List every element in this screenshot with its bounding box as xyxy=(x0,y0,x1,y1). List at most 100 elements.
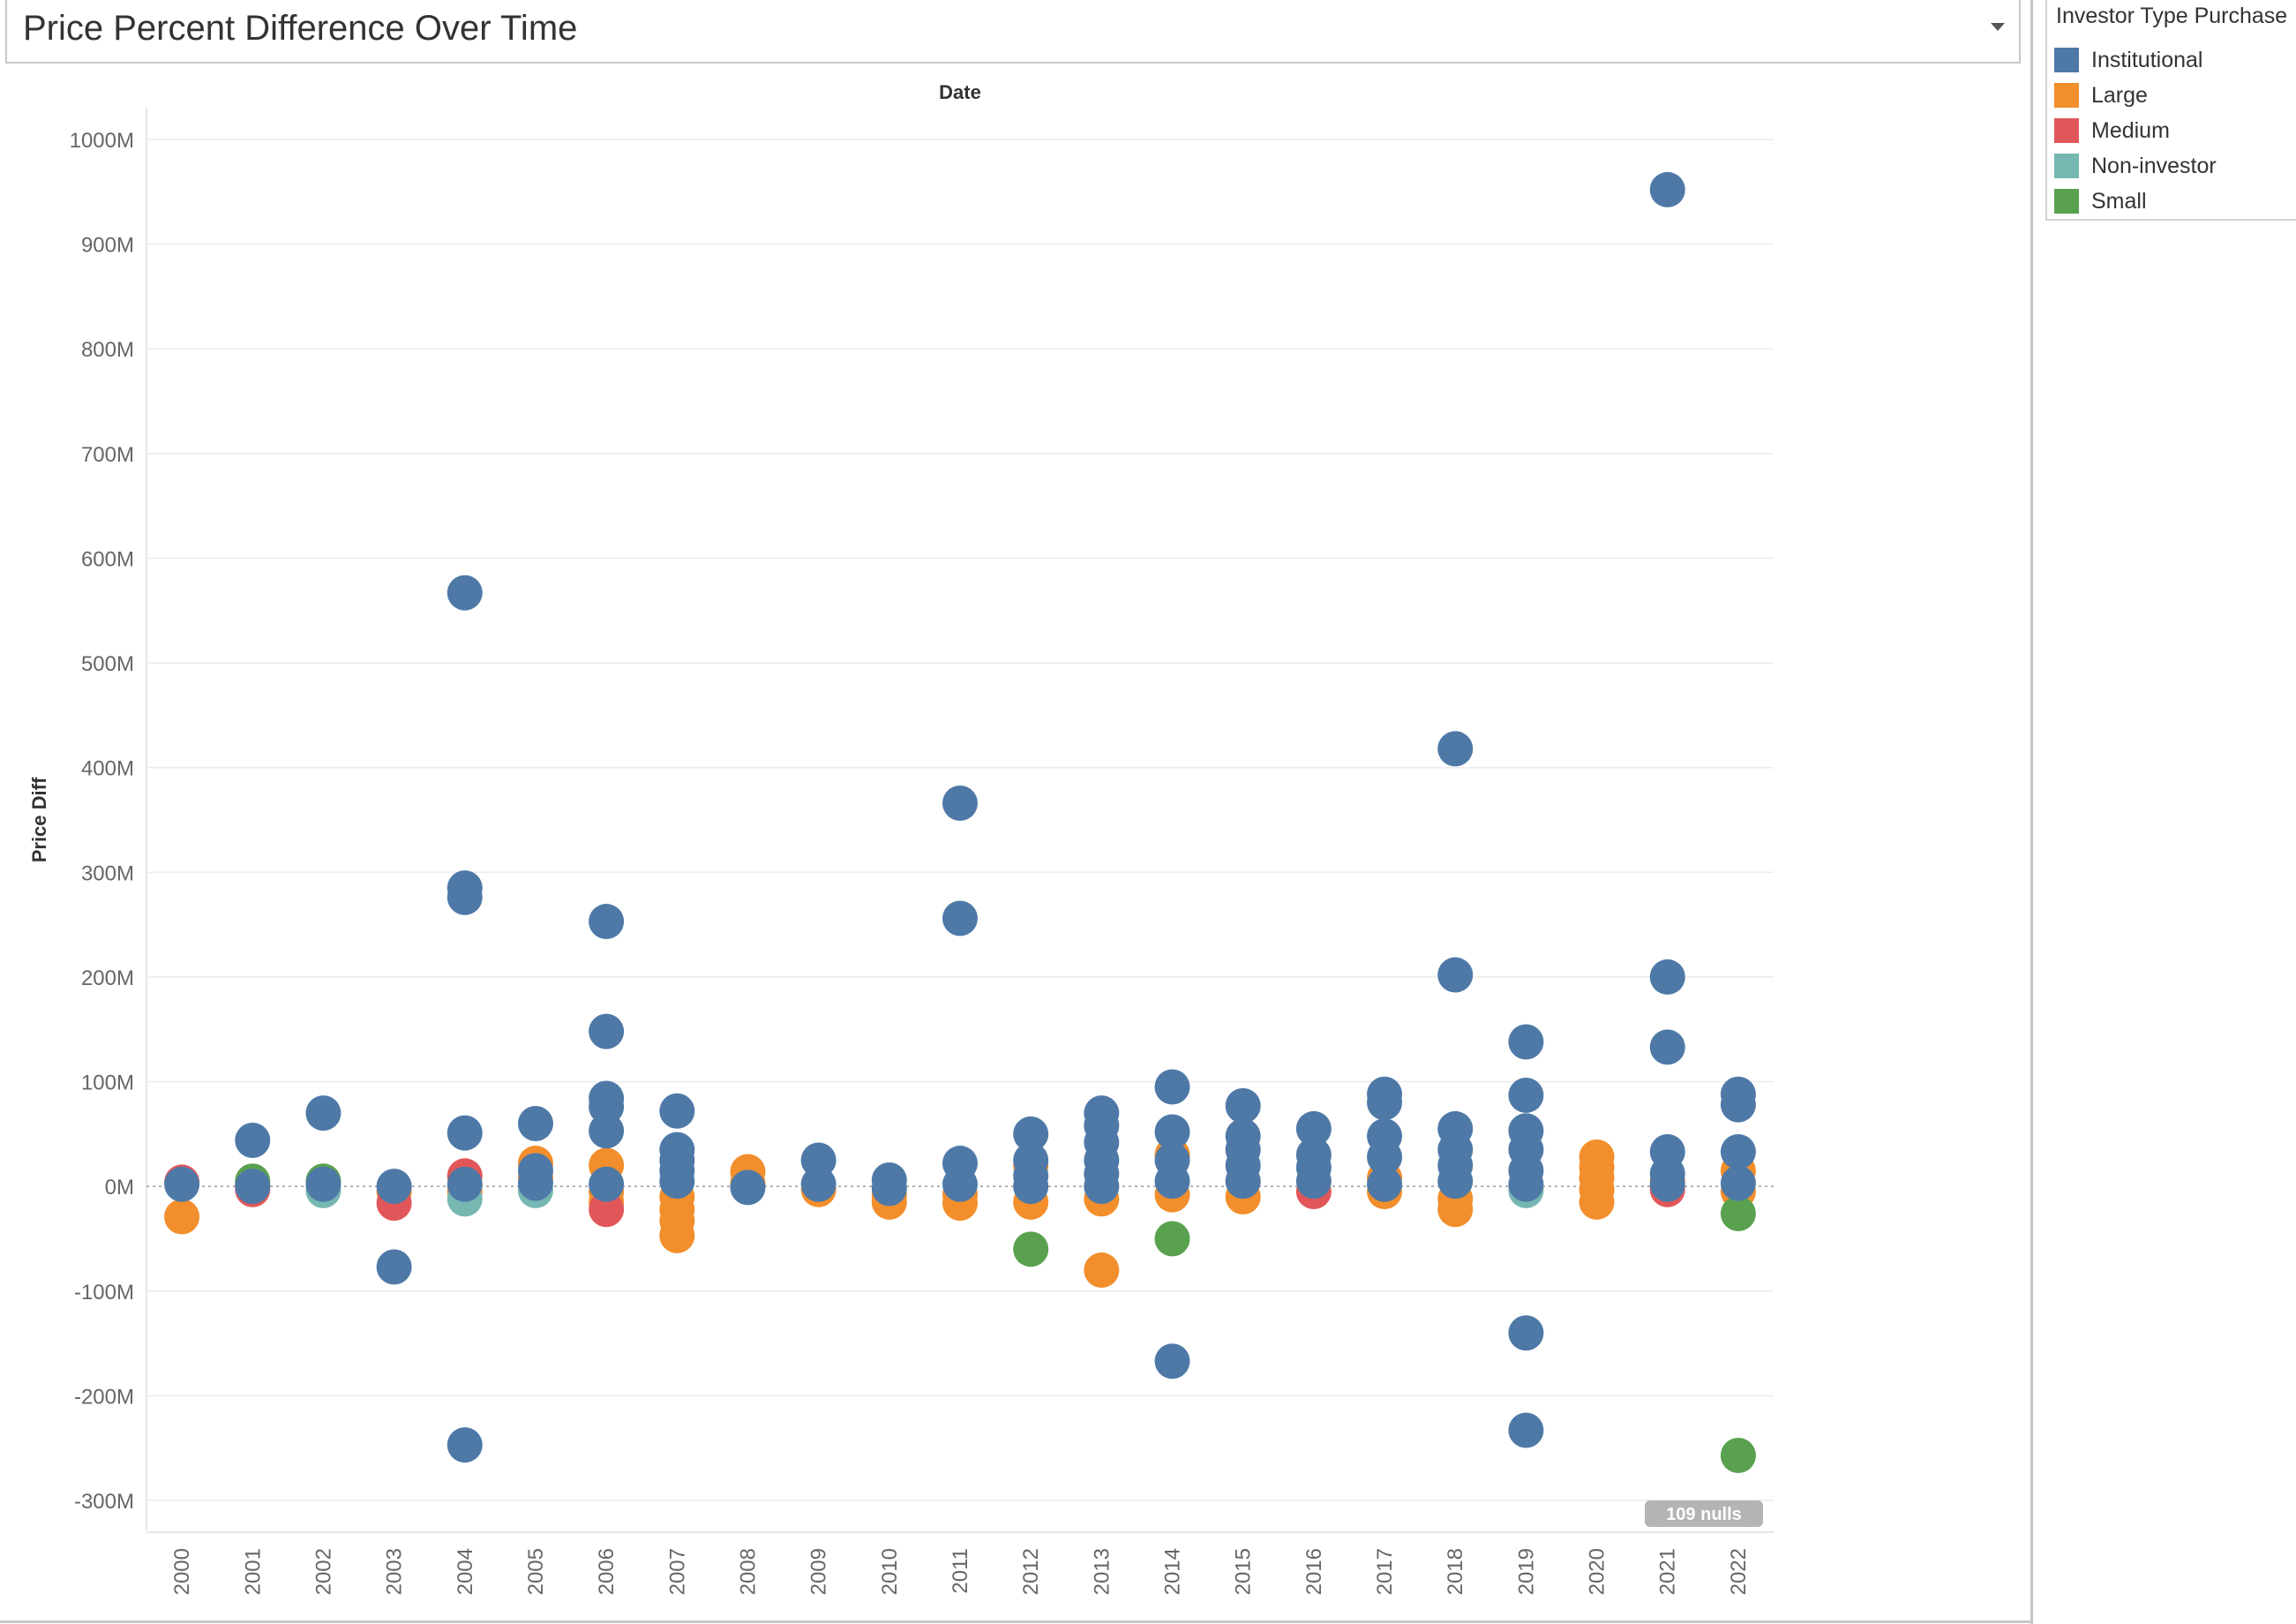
data-point-large xyxy=(164,1199,200,1235)
x-tick-label: 2018 xyxy=(1444,1548,1467,1595)
y-tick-label: 500M xyxy=(81,652,134,676)
data-point-institutional xyxy=(1437,1163,1474,1199)
chart-bottom-border xyxy=(0,1620,2031,1623)
x-tick-label: 2011 xyxy=(949,1548,972,1594)
y-axis-title: Price Diff xyxy=(28,777,50,862)
data-point-institutional xyxy=(1154,1069,1190,1105)
data-point-institutional xyxy=(1367,1139,1403,1175)
legend-item-medium[interactable]: Medium xyxy=(2054,113,2217,148)
x-tick-label: 2020 xyxy=(1586,1548,1609,1595)
data-point-institutional xyxy=(1437,957,1474,993)
nulls-label: 109 nulls xyxy=(1666,1505,1742,1524)
x-tick-label: 2015 xyxy=(1232,1548,1256,1595)
y-tick-label: 600M xyxy=(81,547,134,571)
legend-panel: Investor Type Purchase Institutional Larg… xyxy=(2045,0,2296,221)
data-point-small xyxy=(1154,1221,1190,1257)
data-point-institutional xyxy=(1720,1134,1756,1170)
data-point-institutional xyxy=(1508,1024,1544,1060)
scatter-chart: Date Price Diff 1000M 900M 800M 700M 600M 500M 4… xyxy=(28,81,1774,1595)
data-point-institutional xyxy=(1154,1343,1190,1380)
data-point-institutional xyxy=(376,1169,412,1205)
chevron-down-icon[interactable] xyxy=(1991,23,2005,31)
data-point-institutional xyxy=(871,1170,907,1207)
data-point-institutional xyxy=(942,900,978,936)
data-point-institutional xyxy=(1084,1169,1120,1205)
y-tick-label: -200M xyxy=(74,1385,134,1409)
data-point-institutional xyxy=(1154,1114,1190,1150)
data-point-institutional xyxy=(589,1113,625,1149)
data-point-institutional xyxy=(446,1427,483,1463)
data-point-institutional xyxy=(942,1166,978,1202)
data-point-institutional xyxy=(517,1105,553,1141)
legend-label: Large xyxy=(2091,82,2148,108)
x-tick-label: 2008 xyxy=(736,1548,760,1595)
data-point-institutional xyxy=(305,1166,341,1202)
chart-title-bar[interactable]: Price Percent Difference Over Time xyxy=(5,0,2021,64)
x-axis-title: Date xyxy=(939,81,981,103)
data-point-institutional xyxy=(1720,1165,1756,1201)
y-tick-label: 300M xyxy=(81,861,134,885)
data-point-institutional xyxy=(942,786,978,822)
y-tick-label: -300M xyxy=(74,1490,134,1514)
y-tick-label: -100M xyxy=(74,1281,134,1304)
data-point-institutional xyxy=(1225,1163,1261,1199)
x-tick-label: 2016 xyxy=(1302,1548,1326,1595)
data-point-institutional xyxy=(235,1122,271,1158)
data-point-institutional xyxy=(589,1013,625,1049)
data-point-institutional xyxy=(305,1095,341,1132)
y-tick-label: 700M xyxy=(81,443,134,467)
x-tick-label: 2021 xyxy=(1656,1548,1680,1595)
data-point-institutional xyxy=(1295,1110,1332,1147)
x-tick-label: 2003 xyxy=(383,1548,407,1595)
legend-swatch xyxy=(2054,118,2079,143)
data-point-institutional xyxy=(589,1166,625,1202)
data-point-small xyxy=(1720,1437,1756,1473)
legend-item-non-investor[interactable]: Non-investor xyxy=(2054,148,2217,184)
legend-item-small[interactable]: Small xyxy=(2054,184,2217,219)
legend-label: Medium xyxy=(2091,117,2170,143)
data-point-small xyxy=(1720,1195,1756,1231)
data-point-institutional xyxy=(446,879,483,915)
x-tick-label: 2013 xyxy=(1090,1548,1114,1595)
legend-swatch xyxy=(2054,154,2079,178)
data-point-institutional xyxy=(446,1115,483,1151)
legend-item-institutional[interactable]: Institutional xyxy=(2054,42,2217,78)
legend-items: Institutional Large Medium Non-investor Smal… xyxy=(2054,42,2217,219)
data-point-institutional xyxy=(376,1249,412,1285)
data-point-institutional xyxy=(1508,1412,1544,1448)
data-point-small xyxy=(1013,1231,1049,1267)
panel-divider xyxy=(2030,0,2033,1624)
data-point-large xyxy=(1579,1184,1615,1220)
data-point-institutional xyxy=(1225,1087,1261,1124)
legend-label: Small xyxy=(2091,188,2147,214)
data-point-institutional xyxy=(1508,1315,1544,1351)
x-tick-label: 2004 xyxy=(454,1548,477,1595)
data-point-institutional xyxy=(1013,1116,1049,1152)
data-point-institutional xyxy=(800,1166,837,1202)
legend-item-large[interactable]: Large xyxy=(2054,78,2217,113)
data-point-institutional xyxy=(1367,1166,1403,1202)
x-tick-label: 2002 xyxy=(311,1548,335,1595)
data-point-institutional xyxy=(1367,1085,1403,1121)
x-tick-label: 2005 xyxy=(524,1548,548,1595)
data-point-institutional xyxy=(589,904,625,940)
x-tick-label: 2000 xyxy=(170,1548,194,1595)
data-point-institutional xyxy=(659,1093,695,1129)
y-tick-label: 800M xyxy=(81,338,134,362)
x-tick-label: 2007 xyxy=(665,1548,689,1595)
data-point-medium xyxy=(589,1192,625,1228)
y-tick-label: 1000M xyxy=(70,129,134,153)
legend-label: Institutional xyxy=(2091,47,2203,72)
data-point-institutional xyxy=(1295,1163,1332,1199)
x-tick-label: 2006 xyxy=(595,1548,619,1595)
data-point-institutional xyxy=(1508,1077,1544,1113)
data-point-institutional xyxy=(659,1163,695,1199)
x-tick-label: 2009 xyxy=(807,1548,831,1595)
data-point-institutional xyxy=(446,575,483,611)
x-tick-label: 2014 xyxy=(1161,1548,1185,1595)
x-tick-label: 2019 xyxy=(1514,1548,1538,1595)
data-point-institutional xyxy=(517,1165,553,1201)
data-point-institutional xyxy=(446,1166,483,1202)
x-tick-label: 2012 xyxy=(1019,1548,1043,1595)
legend-label: Non-investor xyxy=(2091,153,2217,178)
